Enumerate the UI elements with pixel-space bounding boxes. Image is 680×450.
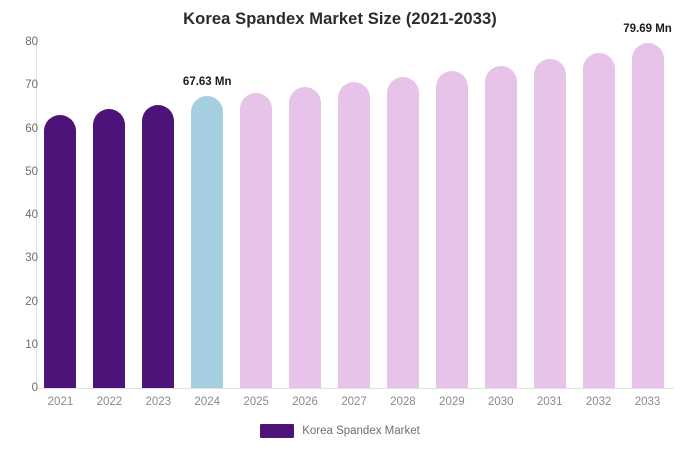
x-axis-tick-label-2027: 2027: [341, 396, 367, 408]
value-label-2033: 79.69 Mn: [623, 23, 672, 36]
x-axis-tick-label-2024: 2024: [194, 396, 221, 408]
x-axis-tick-label-2028: 2028: [390, 396, 416, 408]
y-axis-line: [36, 42, 37, 389]
x-axis-tick-label-2026: 2026: [292, 396, 318, 408]
bar-2023[interactable]: [142, 105, 175, 388]
plot-area: [36, 42, 672, 388]
y-axis-tick-label: 0: [31, 382, 38, 394]
x-axis-tick-label-2025: 2025: [243, 396, 269, 408]
bar-2021[interactable]: [44, 115, 77, 388]
value-label-2024: 67.63 Mn: [182, 75, 232, 88]
chart-title: Korea Spandex Market Size (2021-2033): [183, 10, 497, 28]
x-axis-tick-label-2032: 2032: [585, 396, 612, 408]
x-axis-tick-label-2033: 2033: [634, 396, 661, 408]
bar-2029[interactable]: [435, 70, 468, 388]
y-axis-tick-label: 40: [25, 209, 38, 221]
bar-2022[interactable]: [93, 109, 126, 388]
legend-label-korea-spandex-market: Korea Spandex Market: [302, 425, 420, 437]
y-axis-tick-label: 10: [25, 338, 38, 351]
x-axis-tick-label-2021: 2021: [47, 396, 74, 408]
bar-2032[interactable]: [582, 52, 615, 388]
bar-2030[interactable]: [484, 65, 517, 388]
chart-legend: Korea Spandex Market: [0, 424, 680, 438]
bar-2031[interactable]: [533, 59, 566, 388]
bar-2025[interactable]: [240, 92, 273, 388]
bar-2033[interactable]: [631, 43, 664, 388]
bar-2024[interactable]: [191, 95, 224, 388]
y-axis-tick-label: 30: [25, 252, 38, 265]
x-axis-tick-label-2029: 2029: [439, 396, 465, 408]
x-axis-tick-label-2023: 2023: [145, 396, 172, 408]
y-axis-tick-label: 60: [25, 122, 38, 135]
bar-2028[interactable]: [386, 76, 419, 388]
x-axis-tick-label-2022: 2022: [96, 396, 123, 408]
y-axis-tick-label: 70: [25, 79, 38, 92]
x-axis-tick-label-2031: 2031: [536, 396, 563, 408]
legend-swatch-korea-spandex-market: [260, 424, 295, 438]
x-axis-tick-label-2030: 2030: [487, 396, 514, 408]
y-axis-tick-label: 50: [25, 165, 38, 178]
y-axis-tick-label: 80: [25, 36, 38, 48]
bar-2026[interactable]: [289, 87, 322, 388]
x-axis-line: [36, 388, 674, 389]
bar-2027[interactable]: [338, 81, 370, 388]
y-axis-tick-label: 20: [25, 295, 38, 308]
